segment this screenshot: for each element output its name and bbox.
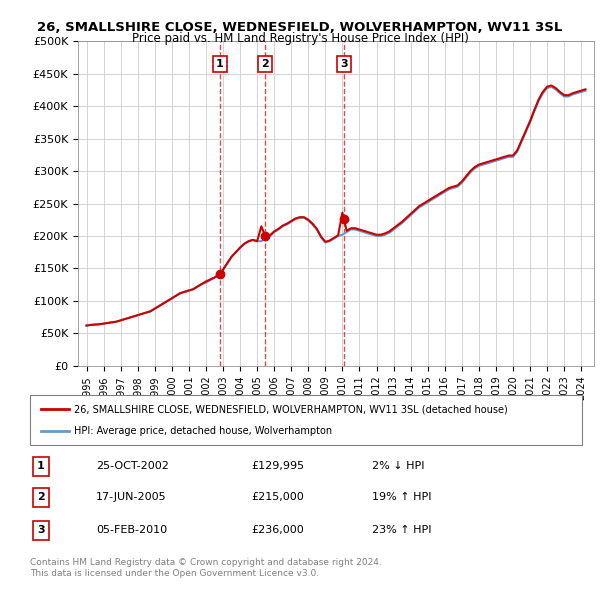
Text: 26, SMALLSHIRE CLOSE, WEDNESFIELD, WOLVERHAMPTON, WV11 3SL: 26, SMALLSHIRE CLOSE, WEDNESFIELD, WOLVE… (37, 21, 563, 34)
Text: 26, SMALLSHIRE CLOSE, WEDNESFIELD, WOLVERHAMPTON, WV11 3SL (detached house): 26, SMALLSHIRE CLOSE, WEDNESFIELD, WOLVE… (74, 404, 508, 414)
Text: 17-JUN-2005: 17-JUN-2005 (96, 492, 167, 502)
Text: 1: 1 (216, 59, 224, 69)
FancyBboxPatch shape (30, 395, 582, 445)
Text: Price paid vs. HM Land Registry's House Price Index (HPI): Price paid vs. HM Land Registry's House … (131, 32, 469, 45)
Text: 25-OCT-2002: 25-OCT-2002 (96, 461, 169, 471)
Text: HPI: Average price, detached house, Wolverhampton: HPI: Average price, detached house, Wolv… (74, 427, 332, 437)
Text: 23% ↑ HPI: 23% ↑ HPI (372, 525, 432, 535)
Text: 2: 2 (37, 492, 45, 502)
Text: 3: 3 (340, 59, 348, 69)
Text: £215,000: £215,000 (251, 492, 304, 502)
Text: 19% ↑ HPI: 19% ↑ HPI (372, 492, 432, 502)
Text: 2% ↓ HPI: 2% ↓ HPI (372, 461, 425, 471)
Text: 2: 2 (261, 59, 269, 69)
Text: £236,000: £236,000 (251, 525, 304, 535)
Text: This data is licensed under the Open Government Licence v3.0.: This data is licensed under the Open Gov… (30, 569, 319, 578)
Text: 1: 1 (37, 461, 45, 471)
Text: £129,995: £129,995 (251, 461, 304, 471)
Text: 05-FEB-2010: 05-FEB-2010 (96, 525, 167, 535)
Text: Contains HM Land Registry data © Crown copyright and database right 2024.: Contains HM Land Registry data © Crown c… (30, 558, 382, 566)
Text: 3: 3 (37, 525, 45, 535)
